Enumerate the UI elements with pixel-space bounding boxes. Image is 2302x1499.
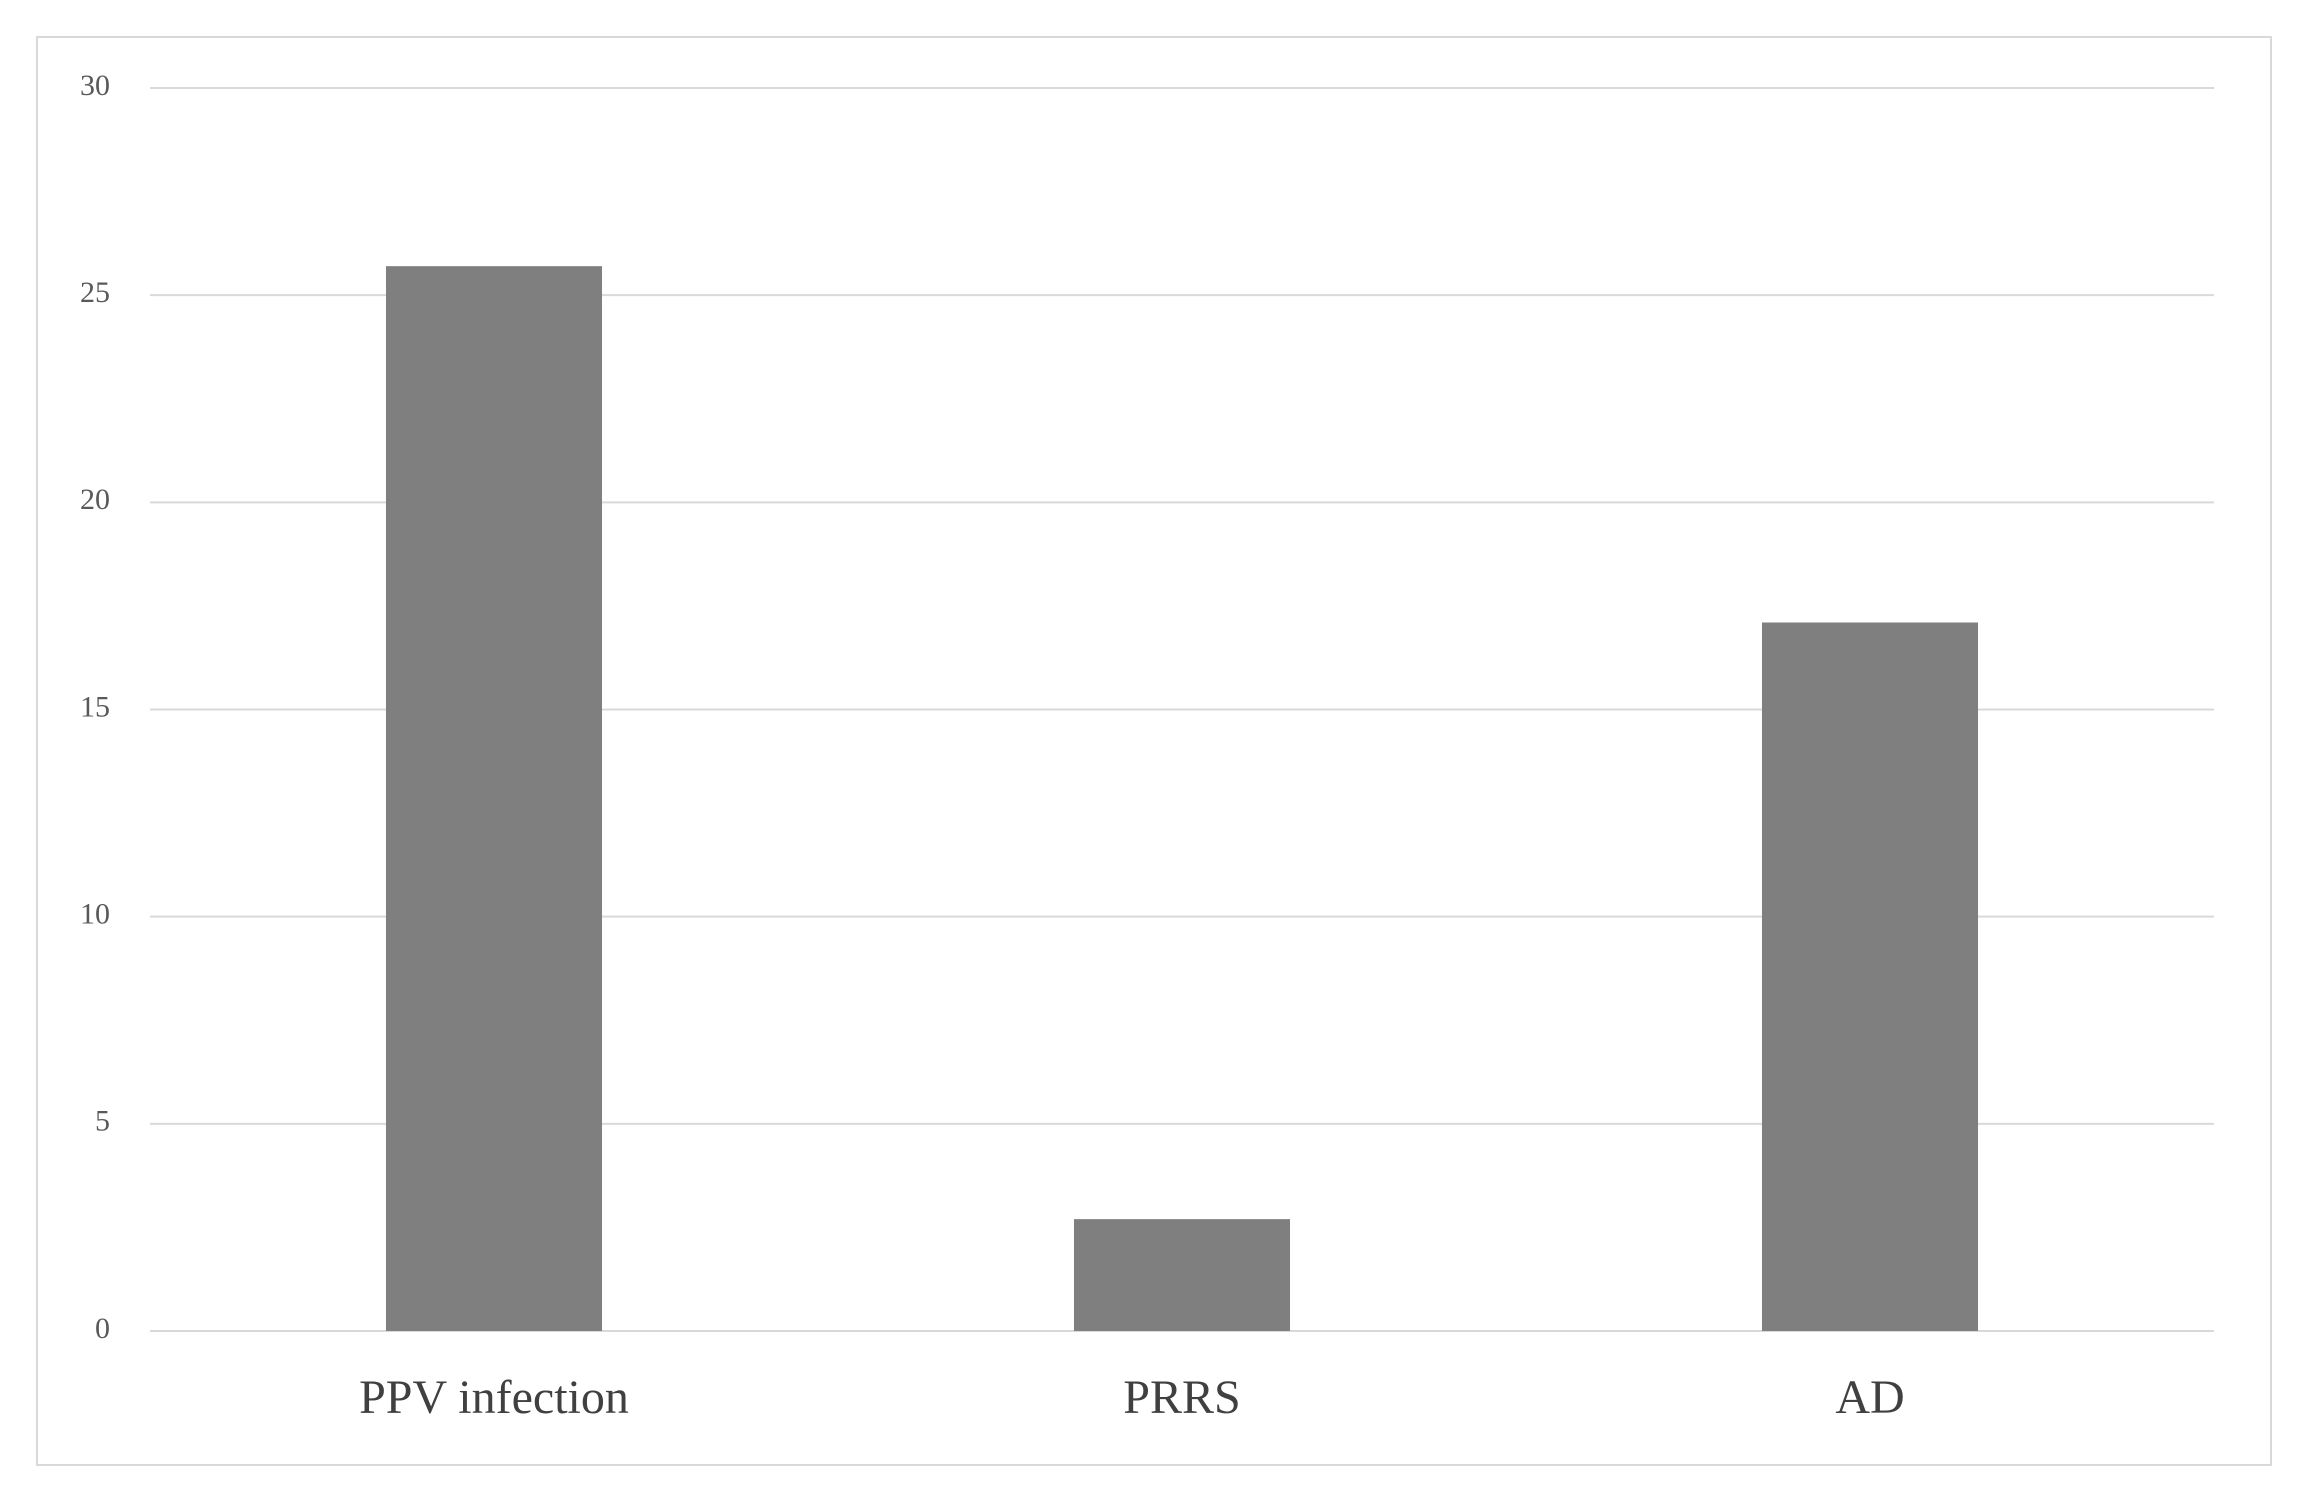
y-tick-label: 5 xyxy=(95,1105,110,1138)
x-tick-label: AD xyxy=(1835,1371,1904,1424)
y-tick-label: 15 xyxy=(80,690,110,723)
y-tick-label: 25 xyxy=(80,276,110,309)
y-tick-label: 10 xyxy=(80,898,110,931)
x-tick-label: PPV infection xyxy=(359,1371,629,1424)
bar xyxy=(385,266,603,1331)
y-tick-label: 0 xyxy=(95,1312,110,1345)
bar xyxy=(1073,1219,1291,1331)
bar xyxy=(1761,622,1979,1331)
y-tick-label: 30 xyxy=(80,69,110,102)
x-tick-label: PRRS xyxy=(1123,1371,1240,1424)
y-tick-label: 20 xyxy=(80,483,110,516)
